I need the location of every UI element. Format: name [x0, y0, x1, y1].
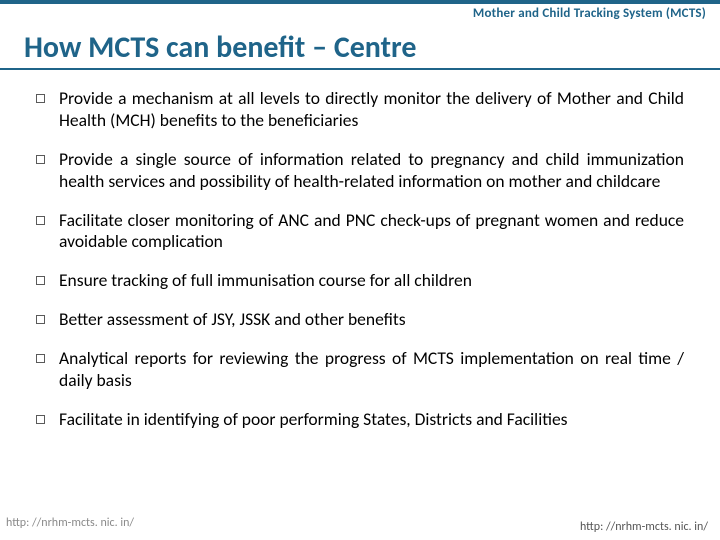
bullet-square-icon [36, 155, 45, 164]
bullet-square-icon [36, 415, 45, 424]
list-item-text: Ensure tracking of full immunisation cou… [59, 270, 684, 292]
list-item-text: Analytical reports for reviewing the pro… [59, 348, 684, 392]
header-label: Mother and Child Tracking System (MCTS) [0, 4, 720, 21]
bullet-square-icon [36, 354, 45, 363]
list-item: Analytical reports for reviewing the pro… [36, 348, 684, 392]
list-item-text: Better assessment of JSY, JSSK and other… [59, 309, 684, 331]
list-item-text: Facilitate in identifying of poor perfor… [59, 409, 684, 431]
footer-url-right: http: //nrhm-mcts. nic. in/ [580, 520, 708, 534]
list-item: Provide a single source of information r… [36, 149, 684, 193]
bullet-square-icon [36, 216, 45, 225]
list-item: Facilitate in identifying of poor perfor… [36, 409, 684, 431]
bullet-square-icon [36, 276, 45, 285]
list-item: Ensure tracking of full immunisation cou… [36, 270, 684, 292]
list-item-text: Facilitate closer monitoring of ANC and … [59, 210, 684, 254]
bullet-square-icon [36, 315, 45, 324]
list-item: Facilitate closer monitoring of ANC and … [36, 210, 684, 254]
list-item-text: Provide a single source of information r… [59, 149, 684, 193]
content-area: Provide a mechanism at all levels to dir… [0, 70, 720, 431]
list-item: Better assessment of JSY, JSSK and other… [36, 309, 684, 331]
page-title: How MCTS can benefit – Centre [0, 21, 720, 68]
list-item-text: Provide a mechanism at all levels to dir… [59, 88, 684, 132]
list-item: Provide a mechanism at all levels to dir… [36, 88, 684, 132]
bullet-square-icon [36, 94, 45, 103]
footer-url-left: http: //nrhm-mcts. nic. in/ [6, 516, 134, 530]
